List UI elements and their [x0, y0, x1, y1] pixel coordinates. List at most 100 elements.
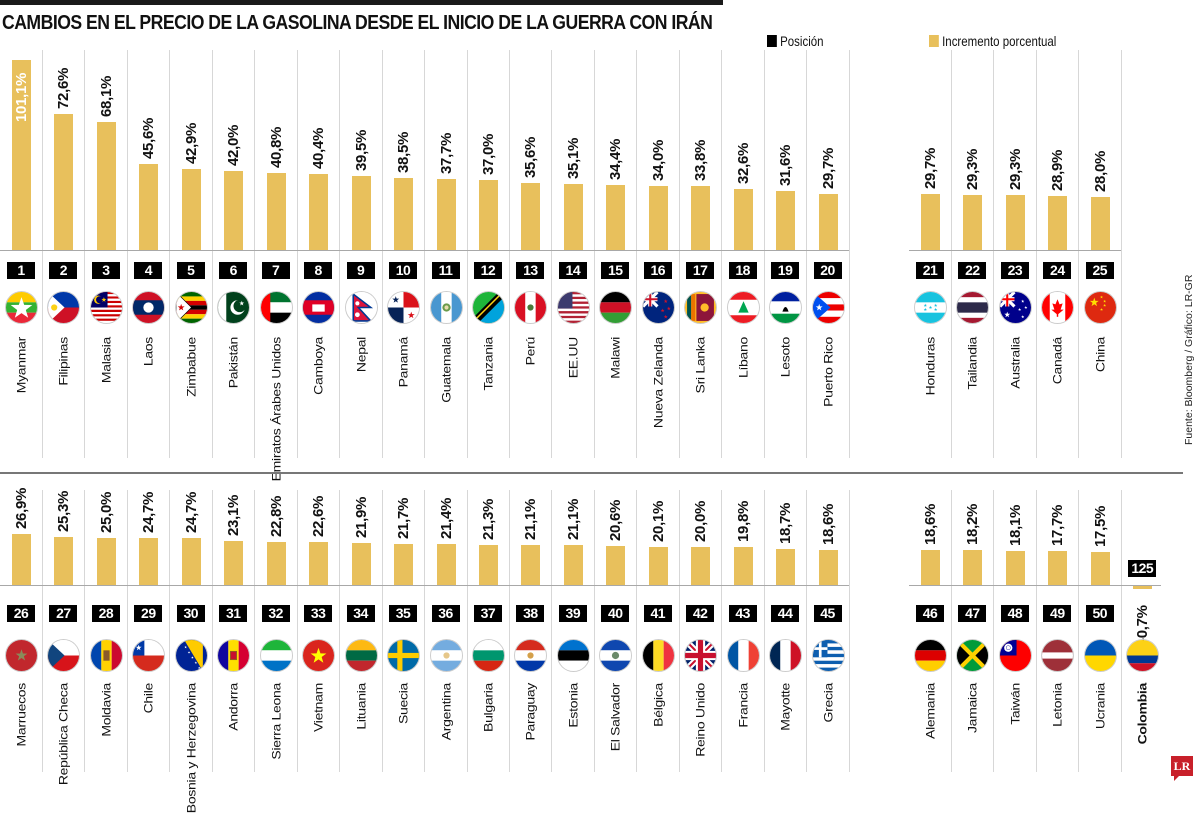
position-badge: 19	[771, 262, 800, 279]
column-divider	[1120, 50, 1122, 458]
value-label: 23,1%	[225, 495, 243, 537]
value-label: 37,0%	[479, 134, 497, 176]
value-label: 34,0%	[649, 140, 667, 182]
column-divider	[1035, 490, 1037, 772]
position-badge: 18	[728, 262, 757, 279]
value-label: 39,5%	[352, 129, 370, 171]
position-badge: 5	[176, 262, 205, 279]
position-badge: 4	[134, 262, 163, 279]
country-name: Paraguay	[523, 683, 538, 741]
value-label: 20,6%	[607, 499, 625, 541]
position-badge: 23	[1000, 262, 1029, 279]
column-divider	[806, 50, 808, 458]
position-badge: 22	[958, 262, 987, 279]
value-label: 25,0%	[97, 491, 115, 533]
value-label: 35,1%	[564, 137, 582, 179]
column-divider	[211, 50, 213, 458]
increase-bar	[224, 171, 244, 250]
position-badge: 15	[601, 262, 630, 279]
position-badge: 47	[958, 605, 987, 622]
position-badge: 46	[916, 605, 944, 622]
belgium-flag-icon	[642, 640, 674, 671]
column-divider	[508, 50, 510, 458]
country-name: Líbano	[735, 337, 750, 379]
column-divider	[993, 50, 995, 458]
increase-bar	[12, 59, 31, 250]
country-name: Bulgaria	[481, 683, 495, 732]
philippines-flag-icon	[48, 292, 80, 323]
legend-swatch-gold	[929, 35, 939, 47]
country-name: EE.UU	[565, 337, 580, 379]
panama-flag-icon	[388, 292, 420, 323]
country-name: Filipinas	[56, 337, 71, 386]
increase-bar	[818, 549, 838, 585]
country-name: Nepal	[353, 337, 368, 373]
country-name: Argentina	[438, 683, 453, 741]
increase-bar	[351, 543, 371, 585]
column-divider	[593, 490, 595, 772]
country-name: El Salvador	[608, 683, 623, 752]
column-divider	[593, 50, 595, 458]
column-divider	[951, 50, 952, 458]
country-name: Vietnam	[311, 683, 326, 733]
increase-bar	[181, 169, 201, 250]
value-label: 17,5%	[1091, 505, 1109, 547]
country-name: Colombia	[1135, 683, 1150, 745]
value-label: 31,6%	[777, 144, 795, 186]
canada-flag-icon	[1042, 292, 1074, 323]
legend-item-increase: Incremento porcentual	[929, 33, 1056, 49]
lr-logo: LR	[1171, 756, 1193, 781]
value-label: 19,8%	[734, 501, 752, 543]
position-badge: 12	[473, 262, 502, 279]
country-name: República Checa	[56, 683, 71, 786]
country-name: Sierra Leona	[268, 683, 283, 760]
position-badge: 38	[516, 605, 545, 622]
morocco-flag-icon	[6, 640, 37, 671]
column-divider	[169, 50, 171, 458]
column-divider	[466, 50, 468, 458]
increase-bar	[394, 543, 414, 585]
value-label: 29,7%	[819, 148, 837, 190]
column-divider	[211, 490, 213, 772]
argentina-flag-icon: svg">	[430, 640, 462, 671]
column-divider	[424, 50, 426, 458]
value-label: 21,4%	[437, 498, 455, 540]
position-badge: 48	[1000, 605, 1029, 622]
column-divider	[508, 490, 510, 772]
uk-flag-icon	[685, 640, 717, 671]
position-badge: 125	[1128, 560, 1157, 577]
value-label: 21,1%	[522, 498, 540, 540]
column-divider	[296, 490, 298, 772]
increase-bar	[394, 177, 414, 250]
position-badge: 41	[643, 605, 672, 622]
position-badge: 34	[346, 605, 375, 622]
column-divider	[1120, 490, 1122, 772]
mayotte-flag-icon	[770, 640, 802, 671]
increase-bar	[1048, 195, 1068, 250]
column-divider	[848, 50, 850, 458]
value-label: 18,7%	[777, 503, 795, 545]
row-divider	[0, 472, 1183, 474]
bar-baseline	[909, 585, 1162, 586]
position-badge: 27	[49, 605, 78, 622]
column-divider	[636, 50, 638, 458]
legend-label: Incremento porcentual	[942, 33, 1057, 49]
value-label: 42,0%	[225, 124, 243, 167]
position-badge: 16	[643, 262, 672, 279]
position-badge: 35	[389, 605, 418, 622]
increase-bar	[54, 113, 74, 250]
puertorico-flag-icon	[812, 292, 844, 323]
position-badge: 20	[813, 262, 842, 279]
column-divider	[466, 490, 468, 772]
australia-flag-icon	[999, 292, 1031, 323]
column-divider	[339, 490, 341, 772]
position-badge: 2	[49, 262, 78, 279]
position-badge: 6	[219, 262, 248, 279]
value-label: -0,7%	[1134, 605, 1152, 643]
position-badge: 10	[389, 262, 418, 279]
country-name: Jamaica	[965, 683, 980, 734]
honduras-flag-icon	[915, 292, 946, 323]
position-badge: 42	[686, 605, 715, 622]
position-badge: 32	[261, 605, 290, 622]
paraguay-flag-icon: svg">	[515, 640, 547, 671]
